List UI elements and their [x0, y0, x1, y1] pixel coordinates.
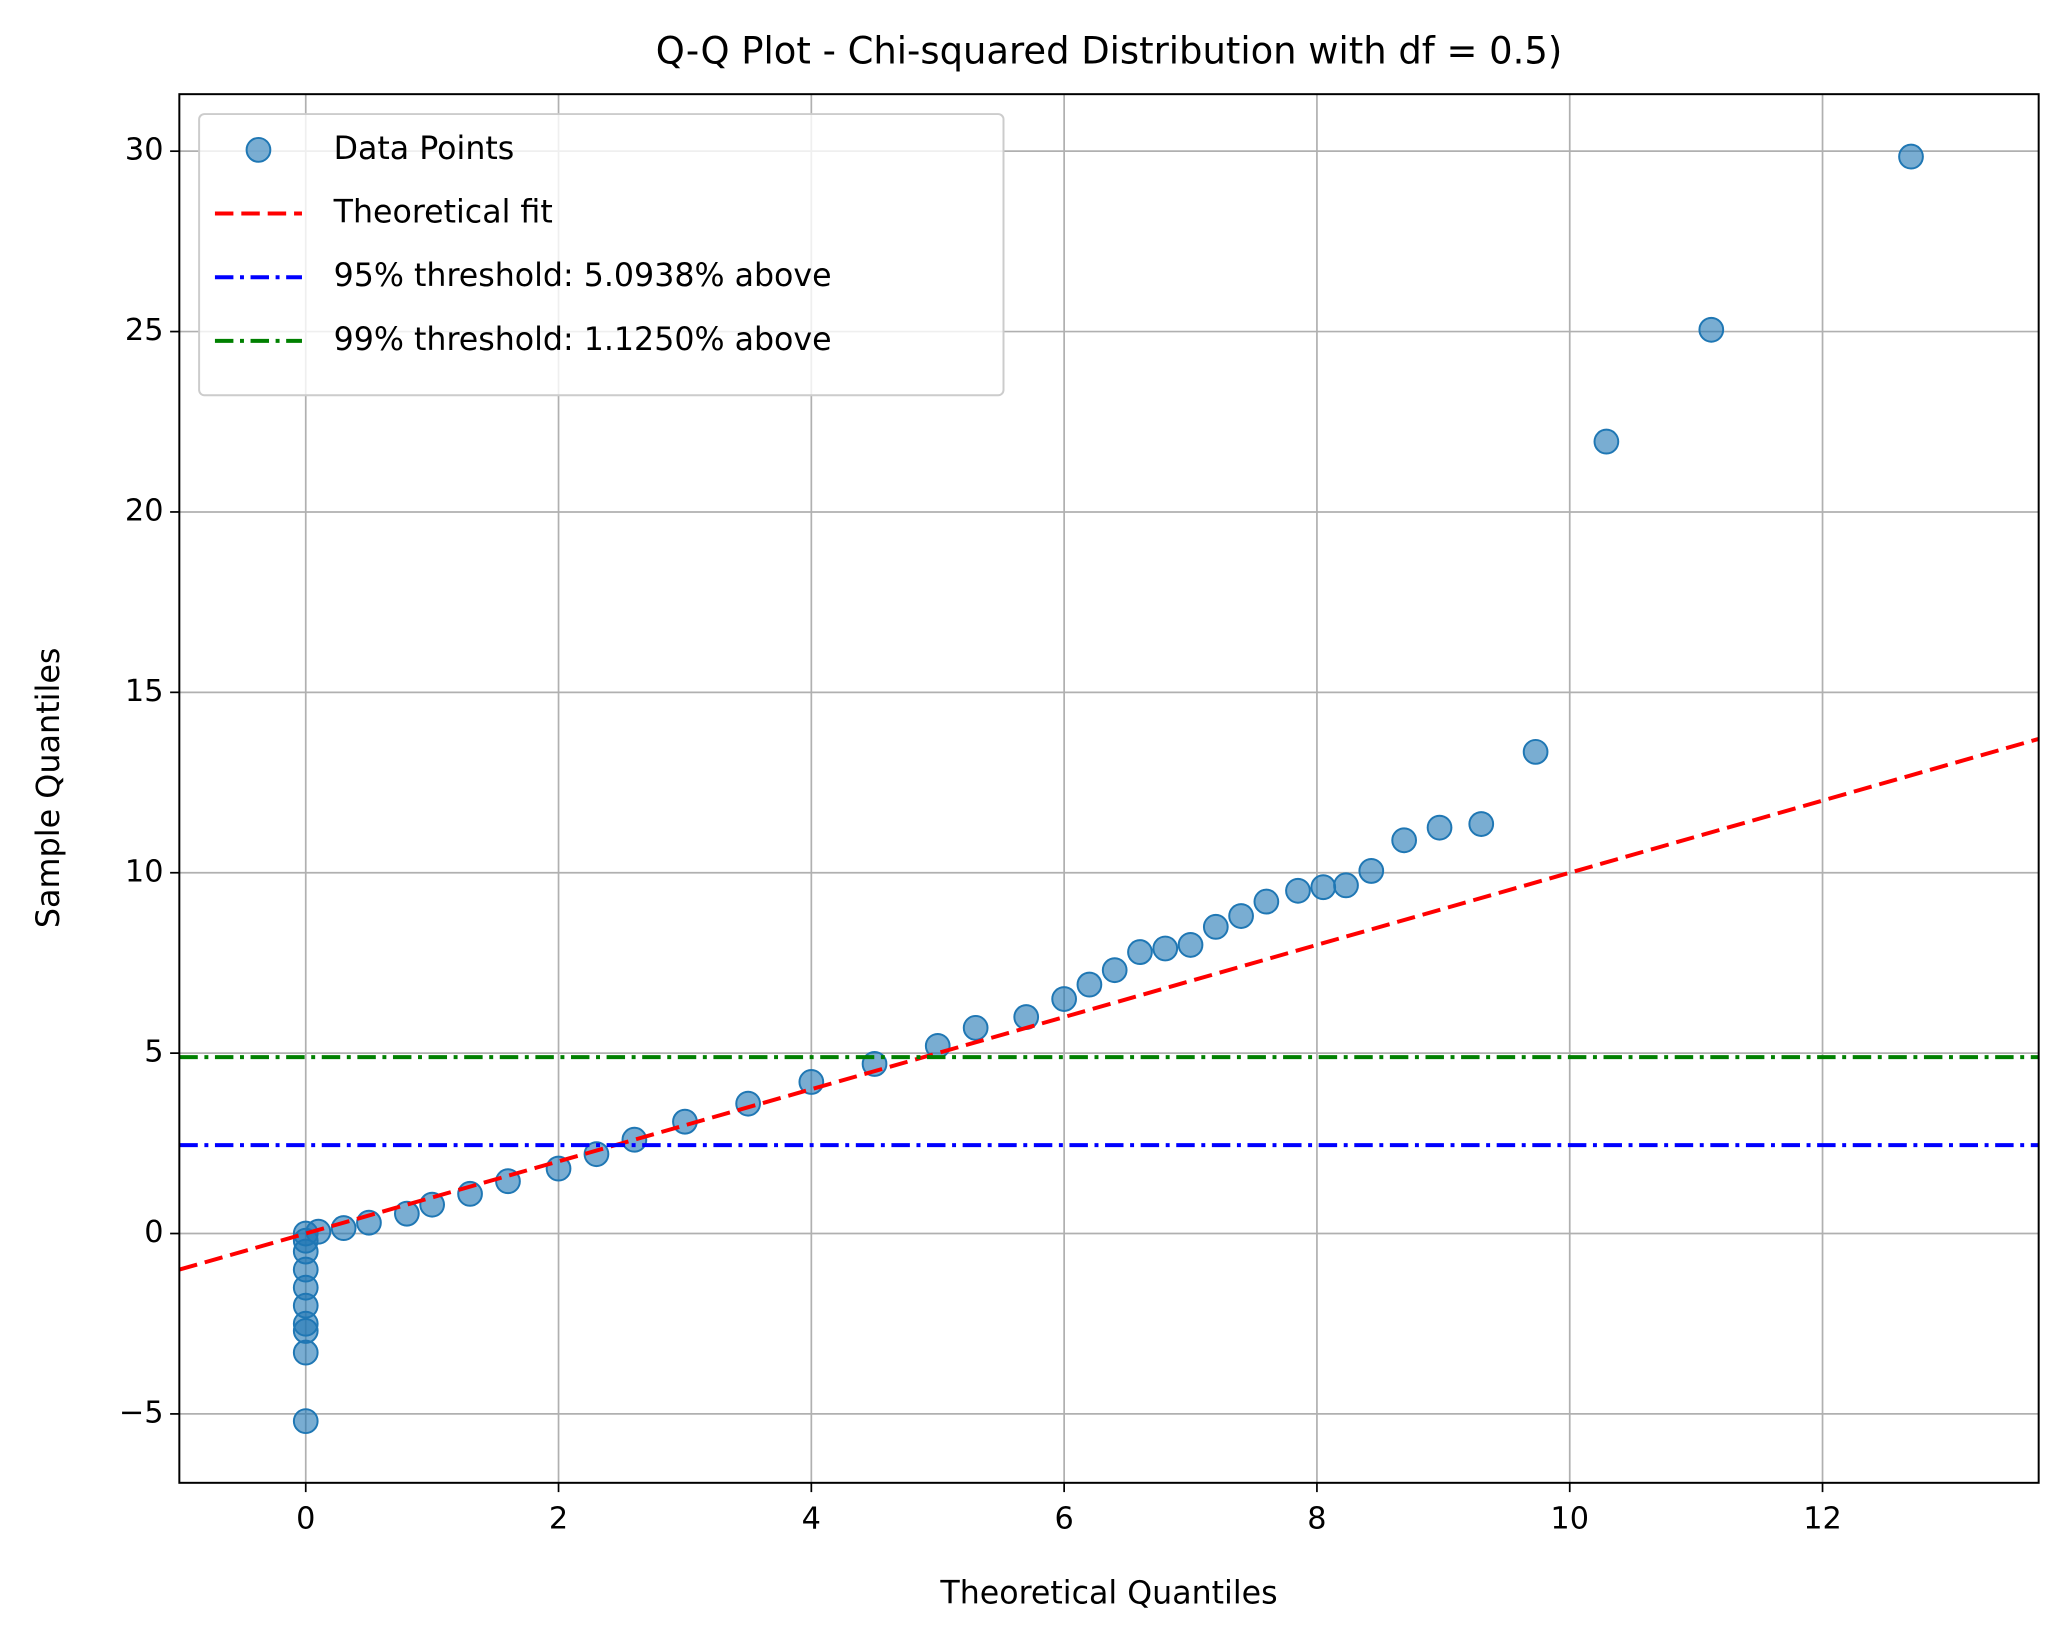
data-point — [394, 1200, 420, 1227]
chart-title: Q-Q Plot - Chi-squared Distribution with… — [656, 29, 1563, 72]
data-point — [545, 1155, 572, 1182]
data-point — [292, 1339, 319, 1366]
x-tick-label: 6 — [1054, 1501, 1073, 1536]
series-layer — [179, 143, 2039, 1435]
x-tick-label: 10 — [1550, 1501, 1589, 1536]
x-tick-label: 12 — [1803, 1501, 1842, 1536]
y-tick-label: −5 — [119, 1395, 164, 1430]
legend-box — [198, 113, 1005, 397]
legend-label: Data Points — [334, 131, 515, 167]
data-point — [1391, 827, 1418, 854]
x-tick-label: 4 — [802, 1501, 821, 1536]
legend: Data Points Theoretical fit 95% threshold:… — [198, 113, 1005, 397]
data-point — [1898, 143, 1924, 170]
y-axis-label: Sample Quantiles — [31, 647, 67, 928]
data-point — [1285, 877, 1311, 904]
data-point — [1310, 874, 1337, 901]
legend-label: 99% threshold: 1.1250% above — [334, 322, 832, 358]
x-tick-label: 0 — [296, 1501, 315, 1536]
legend-label: 95% threshold: 5.0938% above — [334, 258, 832, 294]
data-point — [1228, 903, 1254, 929]
data-point — [1358, 858, 1385, 884]
y-tick-label: 5 — [144, 1035, 163, 1070]
data-point — [1522, 738, 1549, 765]
y-tick-label: 15 — [125, 674, 164, 709]
data-point — [962, 1014, 989, 1041]
data-point — [1051, 986, 1077, 1012]
legend-marker — [245, 136, 272, 163]
y-tick-label: 0 — [144, 1215, 163, 1250]
data-point — [621, 1126, 648, 1153]
data-point — [1013, 1004, 1040, 1030]
data-point — [1076, 971, 1103, 998]
data-point — [1253, 888, 1280, 915]
x-tick-label: 2 — [549, 1501, 568, 1536]
data-point — [1698, 316, 1725, 343]
data-point — [1127, 939, 1153, 966]
data-point — [1468, 811, 1495, 837]
data-point — [1333, 872, 1359, 899]
axes-frame — [178, 93, 2040, 1484]
x-axis-label: Theoretical Quantiles — [939, 1575, 1277, 1611]
data-point — [1152, 935, 1179, 962]
data-point — [1202, 913, 1229, 940]
data-point — [292, 1408, 319, 1435]
data-point — [1593, 428, 1620, 455]
legend-label: Theoretical fit — [333, 194, 553, 230]
data-point — [735, 1090, 761, 1117]
data-point — [1426, 814, 1453, 841]
y-tick-label: 10 — [125, 854, 164, 889]
y-tick-label: 30 — [125, 133, 164, 168]
x-tick-label: 8 — [1307, 1501, 1326, 1536]
data-point — [419, 1191, 445, 1218]
y-tick-label: 25 — [125, 313, 164, 348]
data-point — [1177, 931, 1204, 958]
data-point — [330, 1215, 357, 1242]
y-tick-label: 20 — [125, 493, 164, 528]
data-point — [1101, 957, 1128, 984]
fit-line — [179, 736, 2039, 1272]
